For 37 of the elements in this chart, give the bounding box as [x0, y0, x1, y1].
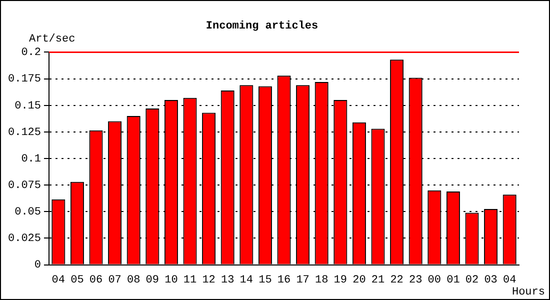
x-tick-label: 03 [484, 274, 498, 286]
x-tick-label: 07 [108, 274, 122, 286]
x-tick-label: 10 [164, 274, 178, 286]
x-tick-label: 04 [52, 274, 66, 286]
y-tick-label: 0.075 [8, 180, 42, 192]
y-tick-label: 0.175 [8, 74, 42, 86]
x-tick-label: 16 [277, 274, 291, 286]
x-tick-label: 05 [70, 274, 84, 286]
x-axis-title: Hours [512, 286, 545, 298]
y-axis-title: Art/sec [29, 34, 76, 46]
x-tick-label: 22 [390, 274, 404, 286]
y-tick-label: 0.2 [21, 47, 42, 60]
y-tick-label: 0.05 [14, 206, 42, 219]
y-tick-label: 0.15 [14, 100, 42, 112]
x-tick-label: 18 [315, 274, 328, 286]
x-tick-label: 04 [503, 274, 517, 286]
x-tick-label: 06 [89, 274, 103, 286]
y-tick-label: 0 [34, 260, 42, 272]
x-tick-label: 15 [258, 274, 272, 286]
y-tick-label: 0.1 [21, 153, 42, 166]
x-tick-label: 00 [428, 274, 442, 286]
x-tick-label: 12 [202, 274, 216, 286]
x-tick-label: 17 [296, 274, 310, 286]
x-tick-label: 19 [334, 274, 348, 286]
x-tick-label: 09 [146, 274, 160, 286]
x-tick-label: 02 [465, 274, 479, 286]
y-tick-label: 0.025 [8, 233, 42, 246]
x-tick-label: 21 [371, 274, 385, 286]
x-tick-label: 23 [409, 274, 422, 286]
x-tick-label: 08 [127, 274, 140, 286]
x-tick-label: 13 [221, 274, 234, 286]
y-tick-label: 0.125 [8, 126, 42, 139]
x-tick-label: 14 [240, 274, 254, 286]
x-tick-label: 11 [183, 274, 198, 286]
chart-title: Incoming articles [206, 20, 318, 32]
x-tick-label: 20 [352, 274, 366, 286]
x-tick-label: 01 [446, 274, 460, 286]
